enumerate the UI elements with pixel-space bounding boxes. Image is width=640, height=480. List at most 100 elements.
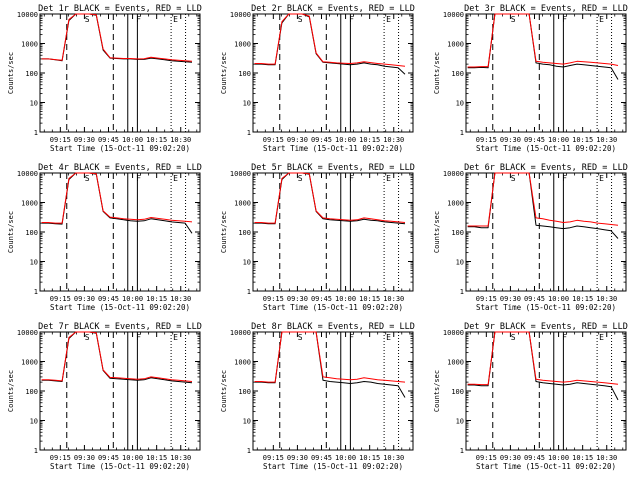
- x-tick-label: 10:00: [335, 295, 356, 303]
- x-tick-label: 09:15: [50, 454, 71, 462]
- marker-e: E: [173, 15, 178, 24]
- y-tick-label: 100: [25, 70, 38, 78]
- y-tick-label: 10: [456, 100, 464, 108]
- y-tick-label: 10000: [17, 170, 38, 178]
- y-axis-label: Counts/sec: [7, 211, 15, 253]
- events-series-line: [467, 13, 619, 80]
- marker-e: E: [386, 333, 391, 342]
- y-tick-label: 10000: [17, 329, 38, 337]
- x-tick-label: 10:15: [572, 295, 593, 303]
- x-tick-label: 09:15: [263, 454, 284, 462]
- detector-panel-1: Det 1r BLACK = Events, RED = LLD Counts/s…: [7, 4, 202, 153]
- x-tick-label: 10:00: [122, 454, 143, 462]
- marker-f: F: [136, 174, 141, 183]
- y-tick-label: 10: [243, 418, 251, 426]
- x-tick-label: 09:30: [287, 295, 308, 303]
- lld-series-line: [254, 172, 406, 224]
- y-tick-label: 10: [456, 418, 464, 426]
- panel-title: Det 4r BLACK = Events, RED = LLD: [38, 163, 202, 173]
- marker-f: F: [562, 174, 567, 183]
- y-axis-label: Counts/sec: [220, 52, 228, 94]
- marker-f: F: [136, 15, 141, 24]
- x-tick-label: 10:30: [596, 295, 617, 303]
- x-tick-label: 10:15: [146, 136, 167, 144]
- plot-frame: [252, 13, 414, 133]
- marker-s: S: [511, 15, 516, 24]
- y-tick-label: 100: [238, 229, 251, 237]
- y-tick-label: 10: [243, 259, 251, 267]
- y-tick-label: 10000: [443, 329, 464, 337]
- events-series-line: [254, 13, 406, 75]
- x-tick-label: 09:45: [524, 295, 545, 303]
- detector-panel-8: Det 8r BLACK = Events, RED = LLD Counts/s…: [220, 322, 415, 471]
- marker-f: F: [349, 15, 354, 24]
- lld-series-line: [254, 331, 406, 383]
- x-tick-label: 10:30: [596, 136, 617, 144]
- x-axis-label: Start Time (15-Oct-11 09:02:20): [50, 144, 190, 153]
- x-tick-label: 09:45: [311, 136, 332, 144]
- y-tick-label: 1: [460, 288, 464, 296]
- y-tick-label: 1000: [21, 200, 38, 208]
- x-tick-label: 09:30: [74, 454, 95, 462]
- x-tick-label: 10:15: [146, 454, 167, 462]
- lld-series-line: [41, 13, 193, 62]
- x-tick-label: 10:30: [383, 295, 404, 303]
- x-tick-label: 10:15: [146, 295, 167, 303]
- marker-s: S: [298, 333, 303, 342]
- x-tick-label: 09:45: [311, 295, 332, 303]
- plot-frame: [252, 172, 414, 292]
- y-tick-label: 1000: [234, 200, 251, 208]
- panel-title: Det 3r BLACK = Events, RED = LLD: [464, 4, 628, 14]
- x-axis-label: Start Time (15-Oct-11 09:02:20): [263, 144, 403, 153]
- events-series-line: [41, 172, 193, 234]
- y-tick-label: 100: [451, 388, 464, 396]
- x-tick-label: 10:30: [170, 454, 191, 462]
- x-tick-label: 10:00: [122, 295, 143, 303]
- y-tick-label: 1: [247, 288, 251, 296]
- events-series-line: [467, 172, 619, 239]
- x-tick-label: 10:15: [572, 136, 593, 144]
- lld-series-line: [467, 331, 619, 386]
- detector-panel-7: Det 7r BLACK = Events, RED = LLD Counts/s…: [7, 322, 202, 471]
- lld-series-line: [41, 172, 193, 224]
- x-tick-label: 10:00: [548, 454, 569, 462]
- y-tick-label: 1000: [234, 359, 251, 367]
- x-tick-label: 09:45: [524, 136, 545, 144]
- y-tick-label: 100: [451, 70, 464, 78]
- x-axis-label: Start Time (15-Oct-11 09:02:20): [476, 462, 616, 471]
- panel-title: Det 8r BLACK = Events, RED = LLD: [251, 322, 415, 332]
- x-tick-label: 09:30: [287, 454, 308, 462]
- marker-f: F: [562, 333, 567, 342]
- detector-panel-6: Det 6r BLACK = Events, RED = LLD Counts/s…: [433, 163, 628, 312]
- y-tick-label: 1000: [447, 41, 464, 49]
- panel-title: Det 9r BLACK = Events, RED = LLD: [464, 322, 628, 332]
- y-tick-label: 10: [456, 259, 464, 267]
- marker-e: E: [386, 174, 391, 183]
- y-tick-label: 1000: [234, 41, 251, 49]
- y-tick-label: 1000: [21, 359, 38, 367]
- x-tick-label: 10:00: [548, 136, 569, 144]
- lld-series-line: [254, 13, 406, 67]
- x-tick-label: 09:15: [263, 295, 284, 303]
- x-tick-label: 09:30: [500, 454, 521, 462]
- detector-panel-4: Det 4r BLACK = Events, RED = LLD Counts/s…: [7, 163, 202, 312]
- x-tick-label: 10:15: [359, 136, 380, 144]
- marker-s: S: [85, 174, 90, 183]
- marker-s: S: [511, 174, 516, 183]
- detector-panel-5: Det 5r BLACK = Events, RED = LLD Counts/s…: [220, 163, 415, 312]
- detector-panel-2: Det 2r BLACK = Events, RED = LLD Counts/s…: [220, 4, 415, 153]
- x-axis-label: Start Time (15-Oct-11 09:02:20): [50, 462, 190, 471]
- y-axis-label: Counts/sec: [220, 370, 228, 412]
- x-tick-label: 09:15: [476, 295, 497, 303]
- x-tick-label: 09:30: [74, 136, 95, 144]
- plot-frame: [465, 331, 627, 451]
- marker-f: F: [349, 333, 354, 342]
- x-axis-label: Start Time (15-Oct-11 09:02:20): [263, 462, 403, 471]
- marker-e: E: [599, 333, 604, 342]
- panel-title: Det 7r BLACK = Events, RED = LLD: [38, 322, 202, 332]
- marker-s: S: [85, 15, 90, 24]
- y-tick-label: 100: [238, 70, 251, 78]
- events-series-line: [41, 331, 193, 384]
- y-tick-label: 10: [30, 418, 38, 426]
- x-tick-label: 09:30: [74, 295, 95, 303]
